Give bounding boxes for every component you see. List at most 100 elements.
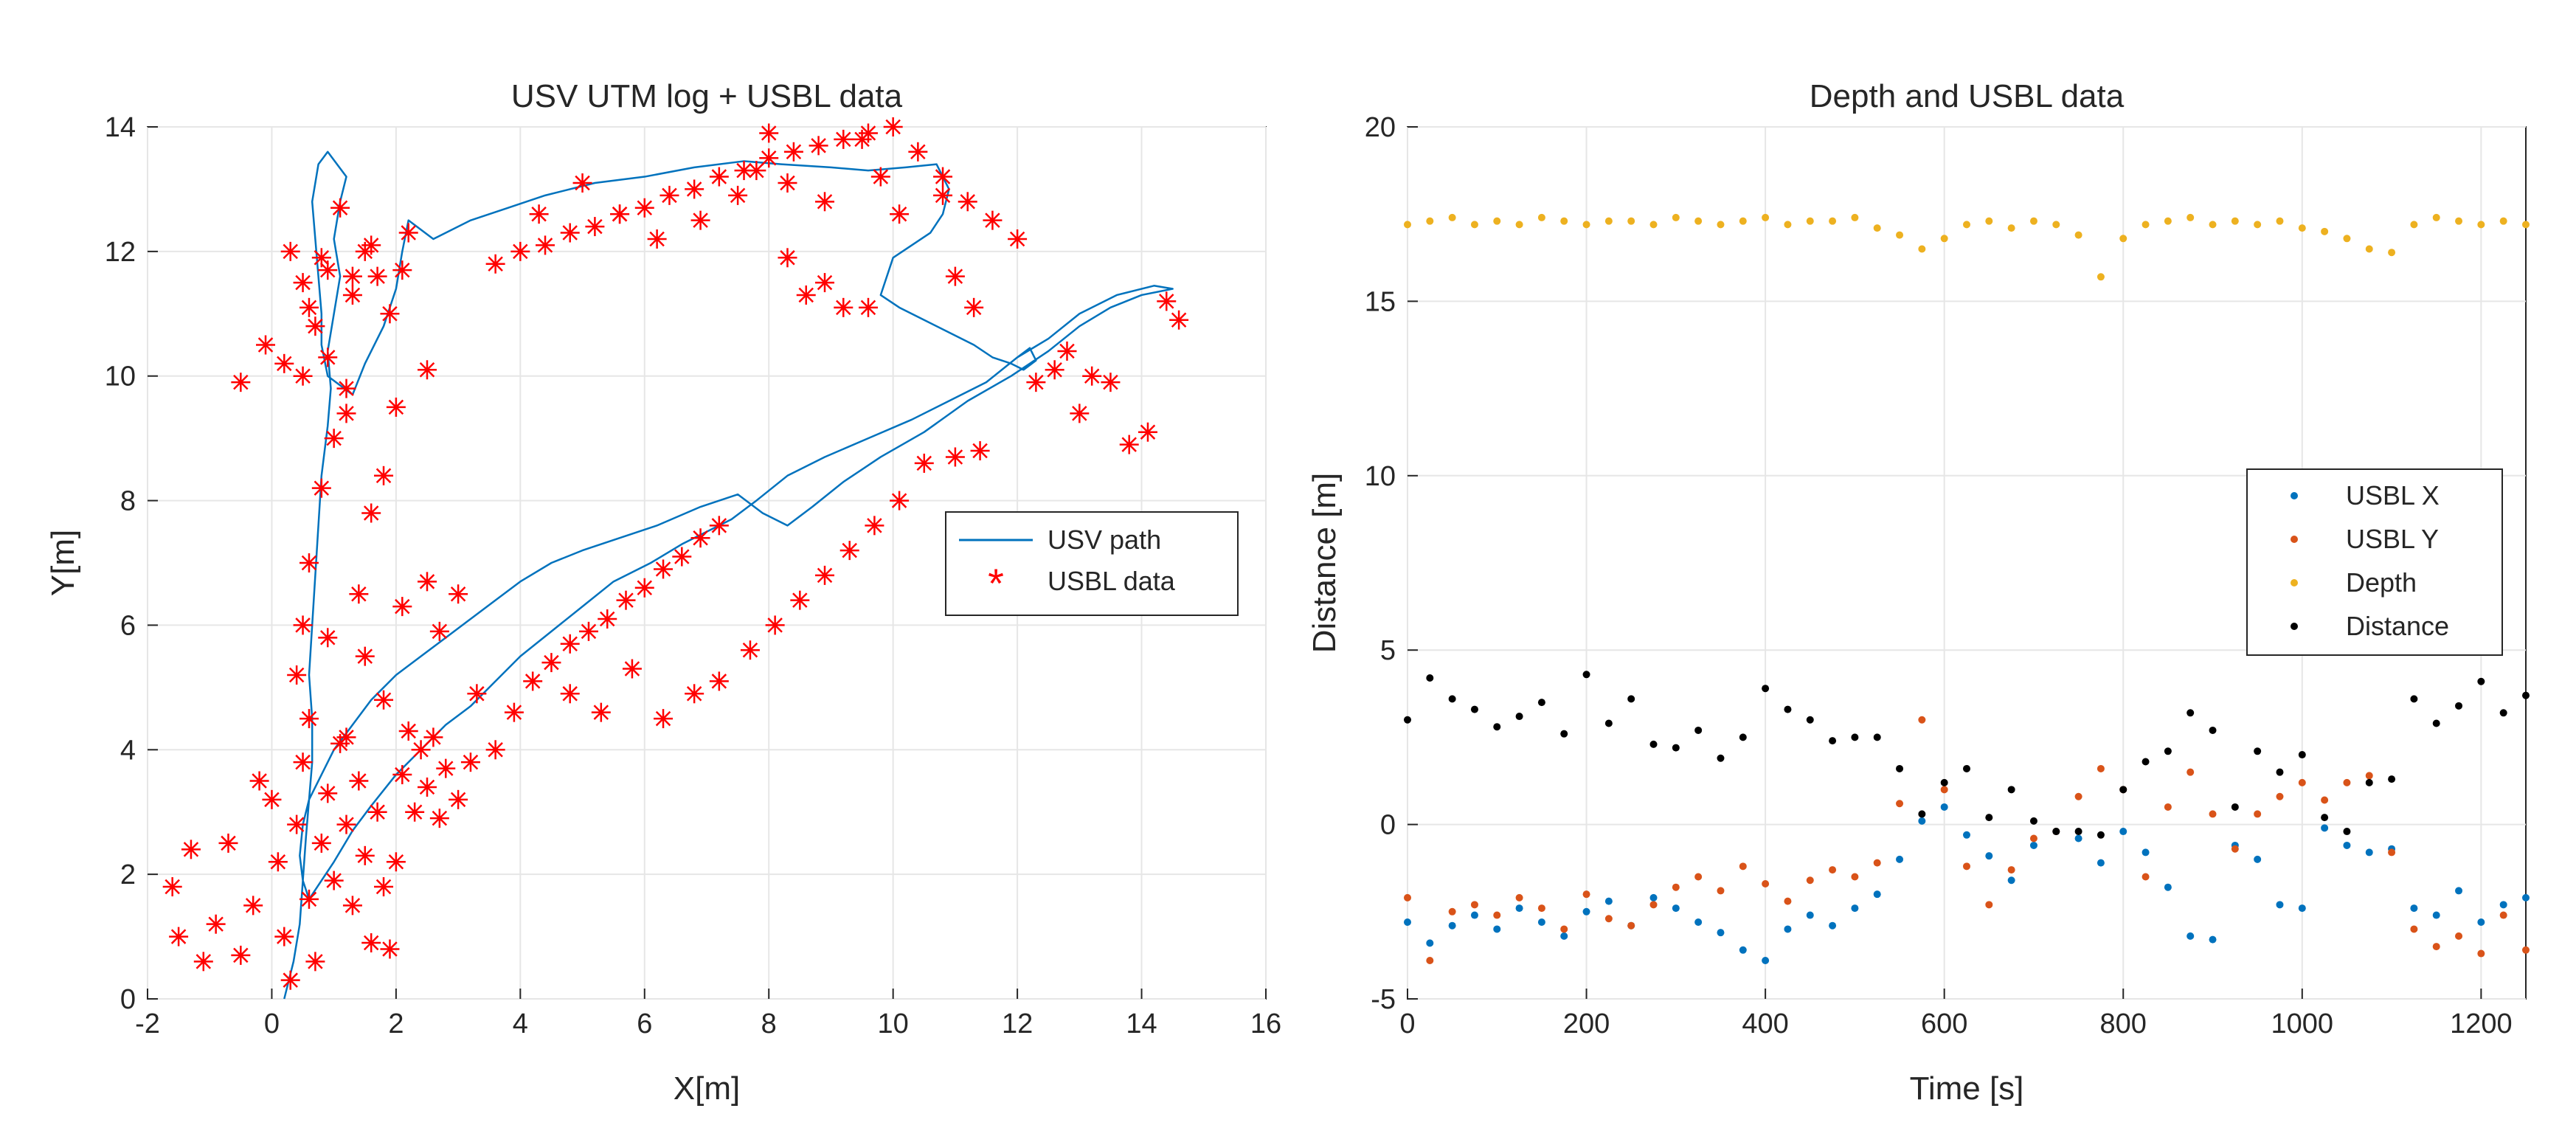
usbl-data-point bbox=[349, 771, 369, 791]
usbl-data-point bbox=[578, 621, 598, 641]
usbl-data-point bbox=[958, 192, 977, 212]
usbl-data-point bbox=[690, 528, 710, 548]
usbl-y-point bbox=[2298, 778, 2306, 786]
usbl-data-point bbox=[790, 590, 810, 610]
usbl-data-point bbox=[659, 185, 679, 205]
distance-point bbox=[2231, 803, 2239, 811]
usbl-x-point bbox=[2119, 828, 2127, 836]
distance-point bbox=[1426, 674, 1434, 682]
legend-usbl-y-marker bbox=[2291, 536, 2298, 543]
distance-point bbox=[1806, 716, 1814, 724]
usbl-data-point bbox=[964, 297, 984, 317]
depth-point bbox=[1694, 217, 1703, 225]
depth-point bbox=[1515, 221, 1523, 229]
distance-point bbox=[2164, 747, 2172, 755]
usbl-data-point bbox=[342, 896, 362, 916]
usbl-data-point bbox=[970, 441, 990, 461]
distance-point bbox=[2119, 786, 2127, 794]
usbl-y-point bbox=[2074, 792, 2082, 800]
usbl-data-point bbox=[1045, 360, 1064, 380]
usbl-data-point bbox=[336, 814, 356, 834]
usbl-data-point bbox=[349, 584, 369, 604]
legend-distance-label: Distance bbox=[2346, 611, 2449, 641]
usbl-data-point bbox=[1082, 366, 1102, 386]
usbl-data-point bbox=[883, 117, 903, 136]
depth-point bbox=[2231, 217, 2239, 225]
right-y-axis-label: Distance [m] bbox=[1306, 473, 1343, 654]
usbl-data-point bbox=[318, 347, 338, 367]
usbl-y-point bbox=[2321, 796, 2329, 804]
distance-point bbox=[1784, 705, 1792, 713]
usbl-data-point bbox=[262, 789, 282, 809]
usbl-y-point bbox=[1806, 876, 1814, 885]
usbl-x-point bbox=[2410, 904, 2418, 913]
right-legend-box bbox=[2246, 468, 2503, 656]
usbl-data-point bbox=[392, 597, 412, 617]
usbl-data-point bbox=[162, 877, 182, 897]
distance-point bbox=[2142, 758, 2150, 766]
usbl-x-point bbox=[2432, 911, 2440, 919]
distance-point bbox=[2007, 786, 2015, 794]
usbl-x-point bbox=[1515, 904, 1523, 913]
usbl-y-point bbox=[2365, 772, 2373, 780]
usbl-x-point bbox=[2164, 883, 2172, 891]
usbl-x-point bbox=[1582, 907, 1590, 916]
usbl-y-point bbox=[1448, 907, 1456, 916]
usbl-data-point bbox=[274, 927, 294, 947]
usbl-data-point bbox=[392, 765, 412, 785]
left-y-axis-label: Y[m] bbox=[45, 530, 81, 596]
usbl-y-point bbox=[1829, 866, 1837, 874]
legend-usv-path-label: USV path bbox=[1048, 525, 1161, 555]
usbl-data-point bbox=[311, 833, 331, 853]
depth-point bbox=[2499, 217, 2507, 225]
usbl-data-point bbox=[815, 273, 835, 293]
left-plot-marks bbox=[162, 117, 1189, 1000]
usbl-data-point bbox=[759, 148, 779, 168]
distance-point bbox=[1560, 730, 1568, 738]
usbl-data-point bbox=[647, 229, 667, 249]
usbl-data-point bbox=[890, 204, 910, 224]
usbl-data-point bbox=[865, 516, 884, 536]
y-tick-label: 4 bbox=[120, 735, 136, 766]
usbl-y-point bbox=[2231, 845, 2239, 853]
distance-point bbox=[2254, 747, 2262, 755]
usbl-x-point bbox=[1784, 925, 1792, 933]
left-legend: USV path * USBL data bbox=[945, 511, 1239, 616]
usbl-data-point bbox=[672, 547, 692, 567]
depth-point bbox=[2097, 273, 2105, 281]
legend-usbl-x-label: USBL X bbox=[2346, 480, 2440, 511]
distance-point bbox=[2321, 814, 2329, 822]
usbl-data-point bbox=[504, 702, 524, 722]
usbl-data-point bbox=[933, 185, 953, 205]
usbl-data-point bbox=[709, 671, 729, 691]
usbl-x-point bbox=[1694, 918, 1703, 926]
distance-point bbox=[1470, 705, 1478, 713]
usbl-data-point bbox=[218, 833, 238, 853]
usbl-data-point bbox=[305, 316, 325, 336]
usbl-x-point bbox=[2343, 841, 2351, 849]
y-tick-label: 0 bbox=[120, 984, 136, 1015]
distance-point bbox=[1762, 685, 1770, 693]
depth-point bbox=[1806, 217, 1814, 225]
depth-point bbox=[2052, 221, 2060, 229]
usbl-data-point bbox=[231, 945, 251, 965]
usbl-data-point bbox=[747, 161, 766, 181]
usbl-x-point bbox=[1739, 946, 1747, 954]
usbl-data-point bbox=[616, 590, 636, 610]
usbl-data-point bbox=[367, 802, 387, 822]
usbl-data-point bbox=[330, 198, 350, 218]
usbl-data-point bbox=[560, 684, 580, 704]
right-chart-title: Depth and USBL data bbox=[1810, 78, 2125, 114]
distance-point bbox=[1940, 778, 1948, 786]
x-tick-label: 1000 bbox=[2271, 1008, 2334, 1039]
y-tick-label: -5 bbox=[1371, 984, 1396, 1015]
distance-point bbox=[2455, 702, 2463, 710]
distance-point bbox=[1448, 695, 1456, 703]
usbl-data-point bbox=[523, 671, 543, 691]
usbl-data-point bbox=[299, 297, 319, 317]
distance-point bbox=[2432, 719, 2440, 727]
usbl-y-point bbox=[2276, 792, 2284, 800]
usbl-data-point bbox=[429, 809, 449, 828]
usbl-x-point bbox=[2029, 841, 2037, 849]
